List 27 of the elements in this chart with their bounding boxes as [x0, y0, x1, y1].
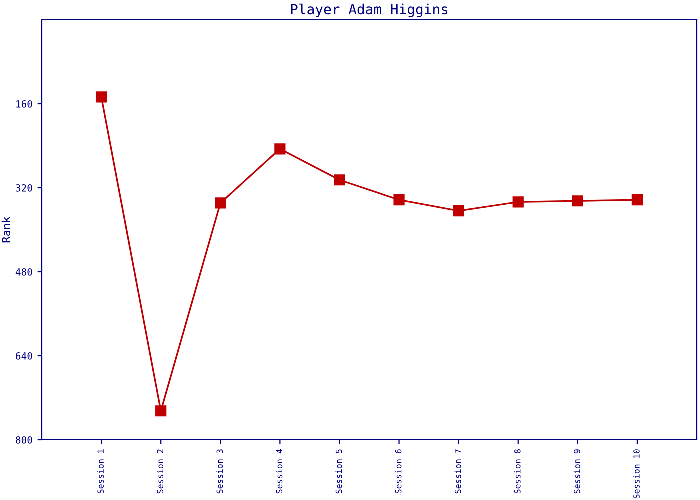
x-tick-label: Session 10	[633, 450, 640, 499]
point	[156, 406, 167, 417]
x-tick-label: Session 4	[276, 449, 283, 494]
point	[632, 194, 644, 206]
y-tick-label: 480	[16, 268, 32, 276]
y-axis-title: Rank	[2, 216, 10, 243]
x-tick-label: Session 9	[574, 450, 580, 494]
x-tick-label: Session 3	[216, 450, 224, 494]
point	[453, 206, 464, 217]
y-tick-label: 800	[16, 436, 32, 444]
point	[96, 92, 108, 103]
y-tick-label: 160	[16, 100, 32, 108]
point	[394, 194, 405, 206]
x-tick-label: Session 5	[336, 450, 342, 494]
point	[512, 196, 524, 208]
x-tick-label: Session 2	[157, 450, 164, 494]
point	[334, 174, 346, 186]
chart-title: Player Adam Higgins	[291, 4, 448, 18]
x-tick-label: Session 6	[395, 450, 402, 494]
point	[274, 144, 286, 155]
x-tick-label: Session 8	[514, 450, 521, 494]
point	[215, 198, 226, 209]
point	[572, 196, 584, 207]
y-tick-label: 320	[16, 184, 32, 192]
y-tick-label: 640	[16, 352, 32, 360]
x-tick-label: Session 1	[98, 450, 104, 494]
x-tick-label: Session 7	[454, 450, 462, 494]
